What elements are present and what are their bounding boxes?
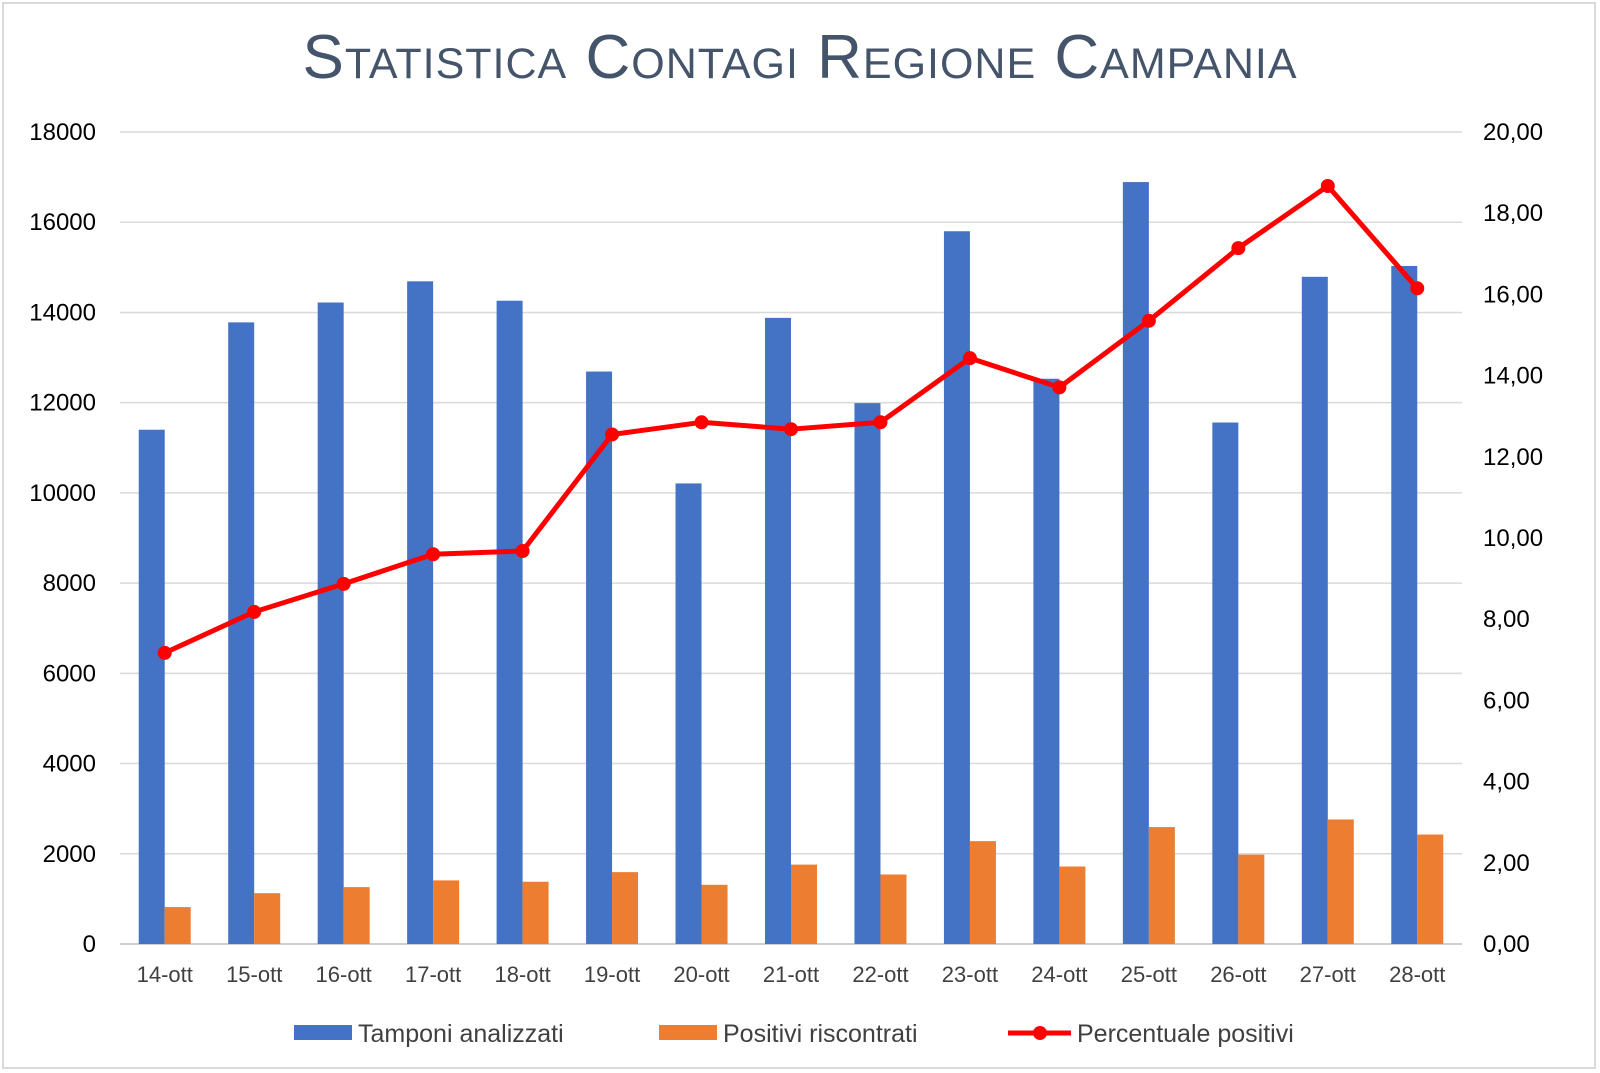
y-right-tick-label: 8,00 — [1483, 606, 1530, 633]
bar-positivi — [164, 907, 191, 944]
chart-title: Statistica Contagi Regione Campania — [302, 23, 1298, 92]
line-point — [784, 422, 798, 437]
x-tick-label: 22-ott — [852, 962, 908, 987]
bar-tamponi — [1391, 265, 1418, 945]
bar-positivi — [701, 884, 728, 944]
y-left-tick-label: 8000 — [43, 570, 96, 597]
line-point — [1231, 241, 1246, 256]
bar-tamponi — [854, 403, 881, 944]
bar-tamponi — [1122, 182, 1149, 944]
x-tick-label: 18-ott — [494, 962, 550, 987]
x-tick-label: 27-ott — [1300, 962, 1356, 987]
bar-series — [138, 182, 1444, 945]
line-point — [157, 645, 172, 660]
bar-tamponi — [317, 302, 344, 944]
bar-positivi — [791, 864, 817, 944]
y-left-tick-label: 12000 — [29, 390, 96, 417]
bar-positivi — [254, 893, 281, 944]
line-point — [426, 547, 441, 562]
legend-label: Percentuale positivi — [1077, 1020, 1294, 1048]
y-right-tick-label: 4,00 — [1483, 769, 1530, 796]
legend: Tamponi analizzati Positivi riscontrati Pe… — [294, 1020, 1294, 1048]
y-right-tick-label: 10,00 — [1483, 525, 1543, 552]
y-left-tick-label: 14000 — [29, 299, 96, 326]
line-point — [605, 427, 620, 442]
legend-swatch — [659, 1025, 717, 1040]
line-point — [247, 604, 262, 619]
bar-tamponi — [138, 429, 165, 944]
bar-positivi — [1059, 866, 1086, 944]
bar-tamponi — [765, 317, 791, 944]
axes: 0 2000 4000 6000 8000 10000 12000 14000 16000 180… — [29, 119, 1543, 987]
legend-label: Tamponi analizzati — [358, 1020, 564, 1048]
line-point — [1052, 380, 1067, 395]
x-tick-label: 14-ott — [137, 962, 193, 987]
x-tick-label: 19-ott — [584, 962, 640, 987]
y-left-tick-label: 2000 — [43, 841, 96, 868]
x-tick-label: 21-ott — [763, 962, 819, 987]
bar-positivi — [433, 880, 460, 944]
bar-tamponi — [675, 483, 702, 944]
x-tick-label: 16-ott — [316, 962, 372, 987]
y-right-tick-label: 16,00 — [1483, 281, 1543, 308]
legend-marker — [1033, 1026, 1047, 1040]
x-tick-label: 26-ott — [1210, 962, 1266, 987]
legend-swatch — [294, 1025, 352, 1040]
bar-tamponi — [496, 300, 523, 944]
line-point — [962, 351, 977, 366]
line-point — [515, 543, 530, 558]
bar-tamponi — [1212, 422, 1239, 944]
bar-tamponi — [1301, 276, 1328, 945]
bar-positivi — [1238, 854, 1265, 944]
line-point — [694, 415, 709, 430]
bar-tamponi — [228, 322, 255, 944]
x-tick-label: 23-ott — [942, 962, 998, 987]
y-right-tick-label: 12,00 — [1483, 444, 1543, 471]
line-point — [1320, 178, 1335, 193]
y-left-tick-label: 6000 — [43, 660, 96, 687]
bar-positivi — [343, 887, 370, 944]
bar-tamponi — [407, 281, 434, 945]
x-tick-label: 20-ott — [673, 962, 729, 987]
x-tick-label: 25-ott — [1121, 962, 1177, 987]
bar-positivi — [1148, 827, 1175, 944]
y-left-tick-label: 10000 — [29, 480, 96, 507]
y-right-tick-label: 2,00 — [1483, 850, 1530, 877]
bar-tamponi — [586, 371, 613, 944]
bar-positivi — [880, 874, 907, 944]
y-right-tick-label: 14,00 — [1483, 363, 1543, 390]
x-tick-label: 17-ott — [405, 962, 461, 987]
bar-positivi — [969, 841, 996, 944]
y-right-tick-label: 0,00 — [1483, 931, 1530, 958]
line-series — [157, 178, 1425, 660]
y-left-tick-label: 0 — [83, 931, 96, 958]
bar-tamponi — [943, 231, 970, 944]
y-left-tick-label: 4000 — [43, 751, 96, 778]
x-tick-label: 28-ott — [1389, 962, 1445, 987]
line-point — [1141, 313, 1156, 328]
line-point — [336, 576, 351, 591]
y-right-tick-label: 6,00 — [1483, 687, 1530, 714]
bar-positivi — [1417, 834, 1444, 944]
bar-positivi — [612, 872, 639, 944]
bar-positivi — [522, 881, 549, 944]
y-right-tick-label: 18,00 — [1483, 200, 1543, 227]
line-point — [1410, 281, 1425, 296]
bar-tamponi — [1033, 378, 1060, 944]
x-tick-label: 15-ott — [226, 962, 282, 987]
line-point — [873, 415, 888, 430]
y-right-tick-label: 20,00 — [1483, 119, 1543, 146]
y-left-tick-label: 16000 — [29, 209, 96, 236]
y-left-tick-label: 18000 — [29, 119, 96, 146]
bar-positivi — [1327, 819, 1354, 944]
legend-label: Positivi riscontrati — [723, 1020, 918, 1048]
x-tick-label: 24-ott — [1031, 962, 1087, 987]
